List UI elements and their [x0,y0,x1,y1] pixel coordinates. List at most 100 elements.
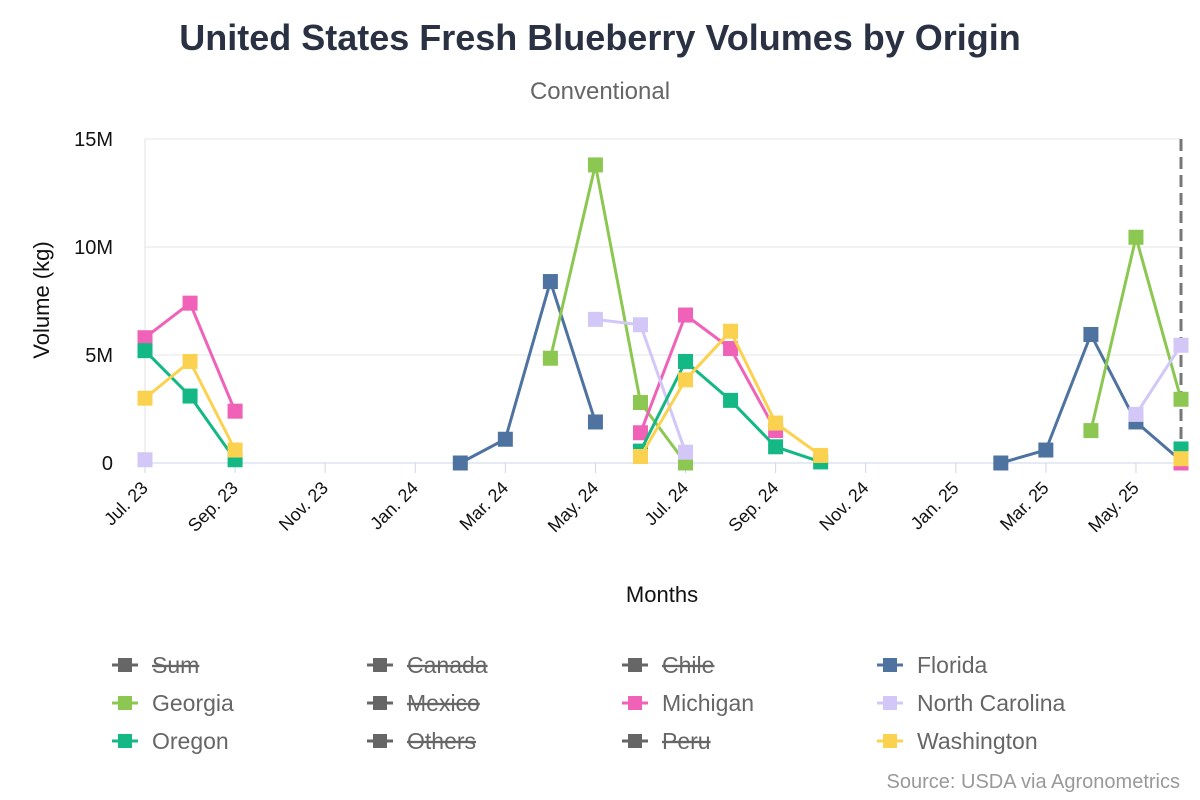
legend: Sum Canada Chile Florida Georgia Mexico Michig… [112,652,1065,754]
legend-label: Georgia [152,690,234,716]
data-point-oregon[interactable] [182,388,198,404]
x-tick-label: May. 24 [544,478,602,536]
legend-item-north-carolina[interactable]: North Carolina [877,690,1065,716]
data-point-washington[interactable] [1173,451,1189,467]
legend-item-georgia[interactable]: Georgia [112,690,234,716]
data-point-oregon[interactable] [137,343,153,359]
legend-item-peru[interactable]: Peru [622,728,711,754]
x-tick-label: Jan. 25 [907,478,963,534]
series-line-north-carolina [1134,344,1183,416]
legend-symbol-marker [118,696,132,710]
legend-item-canada[interactable]: Canada [367,652,488,678]
data-point-georgia[interactable] [1173,391,1189,407]
chart-subtitle: Conventional [530,78,670,105]
data-point-washington[interactable] [813,447,829,463]
data-point-georgia[interactable] [1128,229,1144,245]
data-point-north-carolina[interactable] [632,317,648,333]
x-tick-label: Sep. 24 [724,478,782,536]
data-point-washington[interactable] [723,323,739,339]
legend-item-others[interactable]: Others [367,728,476,754]
data-point-georgia[interactable] [542,350,558,366]
y-axis-title: Volume (kg) [29,241,54,358]
data-point-florida[interactable] [1083,326,1099,342]
data-point-washington[interactable] [768,415,784,431]
x-axis: Jul. 23 Sep. 23 Nov. 23 Jan. 24 Mar. 24 May. … [100,463,1143,536]
series-georgia [542,157,1189,471]
source-credit[interactable]: Source: USDA via Agronometrics [887,771,1180,793]
x-tick-label: Sep. 23 [184,478,242,536]
data-point-florida[interactable] [542,274,558,290]
data-point-florida[interactable] [993,455,1009,471]
plot-grid [144,138,1181,464]
data-point-washington[interactable] [182,353,198,369]
legend-label: Sum [152,652,199,678]
y-tick-label: 10M [74,237,113,259]
legend-symbol-marker [883,658,897,672]
data-point-michigan[interactable] [137,330,153,346]
legend-symbol-marker [628,734,642,748]
data-point-washington[interactable] [678,372,694,388]
legend-symbol-marker [373,696,387,710]
legend-item-mexico[interactable]: Mexico [367,690,480,716]
legend-item-michigan[interactable]: Michigan [622,690,754,716]
data-point-north-carolina[interactable] [137,452,153,468]
series-line-georgia [1089,235,1183,431]
series-line-washington [144,360,237,451]
legend-label: Michigan [662,690,754,716]
data-point-georgia[interactable] [1083,423,1099,439]
data-point-washington[interactable] [632,449,648,465]
x-tick-label: Mar. 25 [996,478,1053,535]
legend-item-chile[interactable]: Chile [622,652,714,678]
chart-title: United States Fresh Blueberry Volumes by… [179,17,1021,58]
legend-item-oregon[interactable]: Oregon [112,728,229,754]
legend-label: Chile [662,652,714,678]
legend-symbol-marker [373,734,387,748]
legend-label: Canada [407,652,488,678]
data-point-michigan[interactable] [723,341,739,357]
x-tick-label: Nov. 24 [815,478,872,535]
data-point-georgia[interactable] [632,395,648,411]
data-point-north-carolina[interactable] [1128,406,1144,422]
data-point-florida[interactable] [452,455,468,471]
legend-label: Peru [662,728,711,754]
data-point-florida[interactable] [587,414,603,430]
data-point-north-carolina[interactable] [587,311,603,327]
legend-item-florida[interactable]: Florida [877,652,988,678]
data-point-north-carolina[interactable] [1173,337,1189,353]
legend-symbol-marker [118,734,132,748]
series-michigan [137,295,1189,471]
series-line-florida [1000,333,1182,465]
data-point-oregon[interactable] [768,439,784,455]
x-tick-label: May. 25 [1084,478,1142,536]
data-point-georgia[interactable] [587,157,603,173]
series-north-carolina [137,311,1189,468]
data-point-washington[interactable] [227,442,243,458]
series-line-michigan [639,313,777,434]
legend-item-washington[interactable]: Washington [877,728,1038,754]
legend-symbol-marker [373,658,387,672]
legend-item-sum[interactable]: Sum [112,652,199,678]
data-point-washington[interactable] [137,390,153,406]
data-point-oregon[interactable] [723,392,739,408]
data-point-michigan[interactable] [182,295,198,311]
data-point-michigan[interactable] [632,425,648,441]
legend-symbol-marker [628,658,642,672]
x-tick-label: Jul. 23 [100,478,152,530]
y-tick-label: 0 [102,453,113,475]
y-tick-label: 5M [85,345,113,367]
x-axis-title: Months [626,582,698,607]
data-point-north-carolina[interactable] [678,444,694,460]
data-point-michigan[interactable] [227,403,243,419]
data-point-florida[interactable] [1038,442,1054,458]
legend-label: Mexico [407,690,480,716]
data-point-michigan[interactable] [678,307,694,323]
legend-symbol-marker [118,658,132,672]
series-oregon [137,343,1189,470]
data-point-oregon[interactable] [678,353,694,369]
data-point-florida[interactable] [497,431,513,447]
series-florida [452,274,1189,471]
legend-label: Others [407,728,476,754]
y-tick-label: 15M [74,129,113,151]
x-tick-label: Mar. 24 [456,478,513,535]
x-tick-label: Jul. 24 [641,478,693,530]
